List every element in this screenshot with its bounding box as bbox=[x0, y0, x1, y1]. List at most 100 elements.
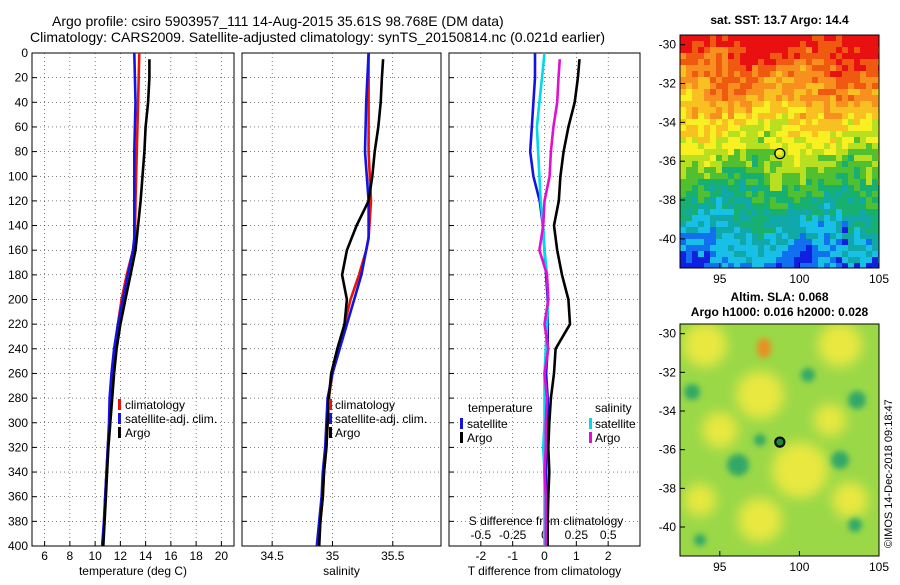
x-axis-label: T difference from climatology bbox=[468, 564, 622, 578]
sst-cell bbox=[860, 131, 866, 137]
sst-cell bbox=[734, 77, 740, 83]
sst-cell bbox=[698, 53, 704, 59]
sst-cell bbox=[854, 53, 860, 59]
y-tick-label: 380 bbox=[8, 514, 28, 528]
sla-peak-blob bbox=[757, 338, 771, 358]
sst-cell bbox=[782, 197, 788, 203]
sst-cell bbox=[746, 137, 752, 143]
sst-cell bbox=[812, 41, 818, 47]
sst-cell bbox=[704, 191, 710, 197]
sst-cell bbox=[746, 89, 752, 95]
sst-cell bbox=[716, 215, 722, 221]
sst-cell bbox=[866, 155, 872, 161]
sst-cell bbox=[788, 191, 794, 197]
sst-cell bbox=[806, 71, 812, 77]
sst-cell bbox=[764, 65, 770, 71]
sst-cell bbox=[854, 221, 860, 227]
sst-cell bbox=[770, 233, 776, 239]
sst-cell bbox=[872, 203, 878, 209]
sst-cell bbox=[698, 125, 704, 131]
sst-cell bbox=[752, 167, 758, 173]
sst-cell bbox=[854, 203, 860, 209]
sst-cell bbox=[776, 143, 782, 149]
sst-cell bbox=[776, 209, 782, 215]
sst-cell bbox=[860, 179, 866, 185]
sst-cell bbox=[842, 257, 848, 263]
sst-cell bbox=[776, 149, 782, 155]
sst-cell bbox=[722, 113, 728, 119]
sst-cell bbox=[794, 101, 800, 107]
sst-cell bbox=[716, 233, 722, 239]
sst-cell bbox=[680, 125, 686, 131]
sla-high-blob bbox=[683, 324, 727, 367]
sst-cell bbox=[716, 155, 722, 161]
sst-cell bbox=[782, 203, 788, 209]
sst-cell bbox=[872, 95, 878, 101]
sst-cell bbox=[800, 125, 806, 131]
sst-cell bbox=[752, 191, 758, 197]
sst-cell bbox=[770, 125, 776, 131]
sst-cell bbox=[752, 59, 758, 65]
sst-cell bbox=[782, 227, 788, 233]
sst-cell bbox=[710, 215, 716, 221]
sst-cell bbox=[782, 53, 788, 59]
sst-cell bbox=[722, 221, 728, 227]
sst-cell bbox=[866, 263, 872, 268]
sst-cell bbox=[698, 149, 704, 155]
sst-cell bbox=[788, 203, 794, 209]
sst-cell bbox=[716, 149, 722, 155]
sst-cell bbox=[740, 209, 746, 215]
sst-cell bbox=[794, 179, 800, 185]
x-tick-label: 34.5 bbox=[260, 549, 284, 563]
x-axis-label: temperature (deg C) bbox=[79, 564, 187, 578]
sst-cell bbox=[698, 251, 704, 257]
sst-cell bbox=[842, 251, 848, 257]
sst-cell bbox=[686, 131, 692, 137]
sst-cell bbox=[692, 191, 698, 197]
sst-cell bbox=[728, 107, 734, 113]
sst-cell bbox=[788, 107, 794, 113]
sst-cell bbox=[782, 209, 788, 215]
sst-cell bbox=[752, 77, 758, 83]
sst-cell bbox=[866, 41, 872, 47]
sst-cell bbox=[794, 53, 800, 59]
sst-cell bbox=[734, 215, 740, 221]
sst-cell bbox=[836, 209, 842, 215]
sst-cell bbox=[842, 143, 848, 149]
sst-cell bbox=[716, 107, 722, 113]
sst-cell bbox=[734, 65, 740, 71]
legend-swatch bbox=[329, 399, 332, 410]
sst-cell bbox=[770, 191, 776, 197]
sst-cell bbox=[722, 161, 728, 167]
sst-cell bbox=[740, 113, 746, 119]
sst-cell bbox=[746, 155, 752, 161]
sst-cell bbox=[698, 245, 704, 251]
sst-cell bbox=[716, 59, 722, 65]
sst-cell bbox=[710, 125, 716, 131]
sst-cell bbox=[788, 101, 794, 107]
sst-cell bbox=[722, 137, 728, 143]
sst-cell bbox=[734, 95, 740, 101]
sst-cell bbox=[758, 185, 764, 191]
plot-frame bbox=[241, 52, 442, 547]
sst-cell bbox=[692, 137, 698, 143]
sst-cell bbox=[704, 239, 710, 245]
sst-cell bbox=[740, 131, 746, 137]
sst-cell bbox=[692, 179, 698, 185]
sst-cell bbox=[776, 125, 782, 131]
sst-cell bbox=[710, 71, 716, 77]
sst-cell bbox=[824, 101, 830, 107]
sst-cell bbox=[710, 167, 716, 173]
sst-cell bbox=[752, 71, 758, 77]
sst-cell bbox=[776, 41, 782, 47]
sst-cell bbox=[848, 185, 854, 191]
sst-cell bbox=[728, 179, 734, 185]
sst-cell bbox=[806, 209, 812, 215]
sst-cell bbox=[704, 167, 710, 173]
sst-cell bbox=[842, 41, 848, 47]
sst-cell bbox=[806, 65, 812, 71]
sst-cell bbox=[728, 119, 734, 125]
sst-cell bbox=[818, 65, 824, 71]
sst-cell bbox=[752, 95, 758, 101]
sst-cell bbox=[812, 155, 818, 161]
